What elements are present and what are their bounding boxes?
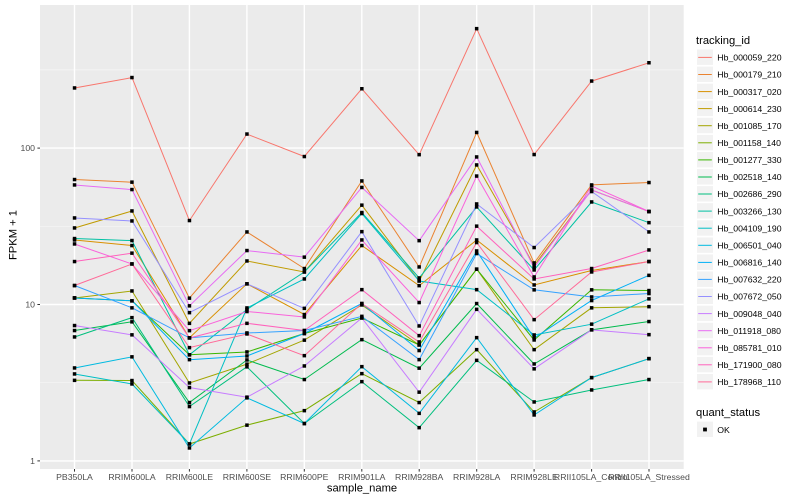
svg-text:10: 10 bbox=[25, 300, 35, 310]
svg-text:Hb_003266_130: Hb_003266_130 bbox=[717, 206, 781, 216]
svg-text:100: 100 bbox=[21, 143, 36, 153]
svg-text:Hb_000179_210: Hb_000179_210 bbox=[717, 70, 781, 80]
svg-text:tracking_id: tracking_id bbox=[696, 35, 750, 47]
svg-text:RRIM928LA: RRIM928LA bbox=[453, 472, 501, 482]
svg-text:RRIM600PE: RRIM600PE bbox=[280, 472, 328, 482]
svg-text:OK: OK bbox=[717, 425, 730, 435]
svg-text:RRII105LA_Control: RRII105LA_Control bbox=[554, 472, 629, 482]
svg-text:1: 1 bbox=[30, 456, 35, 466]
svg-text:RRIM600LE: RRIM600LE bbox=[166, 472, 214, 482]
svg-text:Hb_000059_220: Hb_000059_220 bbox=[717, 53, 781, 63]
svg-text:Hb_002518_140: Hb_002518_140 bbox=[717, 172, 781, 182]
svg-text:Hb_001085_170: Hb_001085_170 bbox=[717, 121, 781, 131]
svg-text:Hb_000317_020: Hb_000317_020 bbox=[717, 87, 781, 97]
svg-text:sample_name: sample_name bbox=[327, 482, 397, 494]
svg-text:Hb_002686_290: Hb_002686_290 bbox=[717, 189, 781, 199]
svg-text:Hb_006816_140: Hb_006816_140 bbox=[717, 258, 781, 268]
svg-text:Hb_006501_040: Hb_006501_040 bbox=[717, 241, 781, 251]
svg-text:Hb_001277_330: Hb_001277_330 bbox=[717, 155, 781, 165]
svg-text:RRIM901LA: RRIM901LA bbox=[338, 472, 386, 482]
svg-text:RRII105LA_Stressed: RRII105LA_Stressed bbox=[608, 472, 690, 482]
svg-text:RRIM928BA: RRIM928BA bbox=[395, 472, 443, 482]
svg-text:Hb_007672_050: Hb_007672_050 bbox=[717, 292, 781, 302]
svg-text:Hb_171900_080: Hb_171900_080 bbox=[717, 360, 781, 370]
svg-text:PB350LA: PB350LA bbox=[56, 472, 93, 482]
svg-text:RRIM928LE: RRIM928LE bbox=[510, 472, 558, 482]
svg-text:Hb_004109_190: Hb_004109_190 bbox=[717, 223, 781, 233]
svg-text:Hb_178968_110: Hb_178968_110 bbox=[717, 377, 781, 387]
svg-text:Hb_001158_140: Hb_001158_140 bbox=[717, 138, 781, 148]
svg-text:Hb_011918_080: Hb_011918_080 bbox=[717, 326, 781, 336]
svg-text:FPKM + 1: FPKM + 1 bbox=[8, 210, 20, 260]
svg-text:Hb_085781_010: Hb_085781_010 bbox=[717, 343, 781, 353]
svg-text:Hb_000614_230: Hb_000614_230 bbox=[717, 104, 781, 114]
svg-text:Hb_007632_220: Hb_007632_220 bbox=[717, 275, 781, 285]
svg-text:RRIM600LA: RRIM600LA bbox=[108, 472, 156, 482]
svg-text:RRIM600SE: RRIM600SE bbox=[223, 472, 271, 482]
svg-text:Hb_009048_040: Hb_009048_040 bbox=[717, 309, 781, 319]
svg-text:quant_status: quant_status bbox=[696, 407, 760, 419]
